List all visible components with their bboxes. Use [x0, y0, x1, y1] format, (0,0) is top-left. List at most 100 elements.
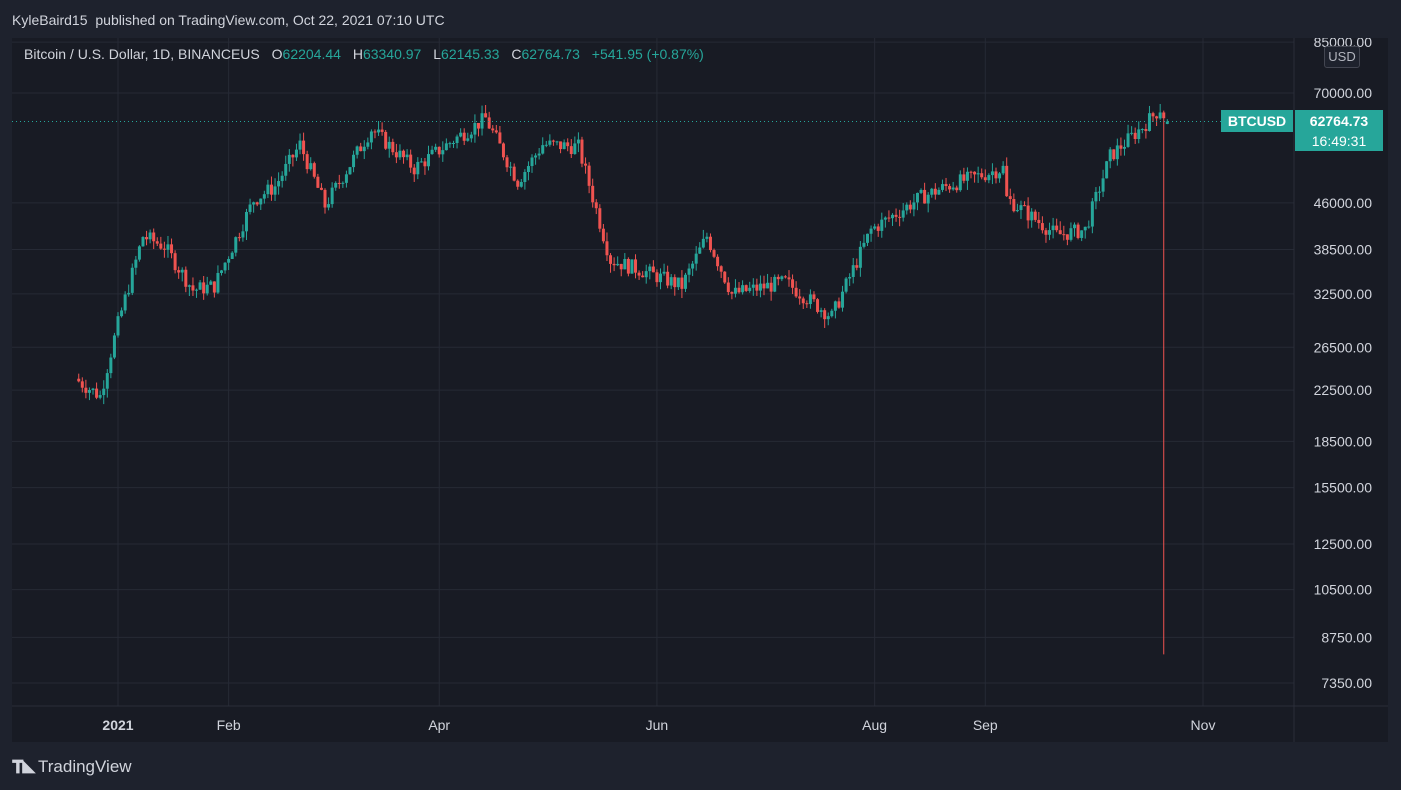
candle-body — [951, 187, 955, 190]
candle-body — [509, 166, 513, 168]
open-value: 62204.44 — [282, 46, 341, 62]
candle-body — [269, 184, 273, 195]
candle-body — [1037, 219, 1041, 224]
candle-body — [252, 202, 256, 205]
candle-body — [455, 136, 459, 144]
y-tick-label: 18500.00 — [1314, 433, 1373, 449]
candle-body — [180, 269, 184, 273]
candle-body — [769, 282, 773, 292]
y-tick-label: 12500.00 — [1314, 536, 1373, 552]
candle-body — [127, 292, 131, 295]
candle-body — [473, 123, 477, 135]
x-tick-label: Jun — [646, 717, 669, 733]
candle-body — [466, 138, 470, 141]
currency-button[interactable]: USD — [1324, 46, 1360, 68]
candle-body — [223, 262, 227, 271]
candle-body — [1033, 211, 1037, 220]
candle-body — [1008, 196, 1012, 199]
candle-body — [1108, 149, 1112, 162]
candle-body — [1140, 129, 1144, 131]
candle-body — [391, 141, 395, 153]
candle-body — [976, 173, 980, 175]
candle-body — [380, 129, 384, 132]
candle-body — [519, 182, 523, 187]
candle-body — [890, 214, 894, 219]
candle-body — [1019, 205, 1023, 211]
candle-body — [1112, 149, 1116, 160]
candle-body — [423, 161, 427, 167]
candle-body — [437, 146, 441, 155]
symbol-description[interactable]: Bitcoin / U.S. Dollar, 1D, BINANCEUS — [24, 46, 260, 62]
candle-body — [719, 266, 723, 272]
candle-body — [737, 287, 741, 293]
candle-body — [145, 237, 149, 240]
tradingview-logo[interactable]: 𝐓◣ TradingView — [12, 757, 132, 777]
candle-body — [1044, 230, 1048, 235]
candle-body — [1005, 165, 1009, 197]
candle-body — [173, 253, 177, 271]
publish-text: published on TradingView.com, Oct 22, 20… — [95, 12, 445, 28]
candle-body — [776, 276, 780, 280]
candle-body — [683, 274, 687, 289]
candle-body — [202, 282, 206, 294]
candle-body — [594, 202, 598, 209]
tradingview-logo-icon: 𝐓◣ — [12, 756, 36, 777]
author-name[interactable]: KyleBaird15 — [12, 12, 88, 28]
candle-body — [220, 270, 224, 273]
candle-body — [830, 310, 834, 317]
candle-body — [387, 141, 391, 149]
candle-body — [587, 165, 591, 186]
candle-body — [448, 143, 452, 145]
candle-body — [1115, 145, 1119, 160]
candle-body — [919, 189, 923, 193]
candle-body — [630, 259, 634, 274]
candle-body — [723, 271, 727, 283]
candle-body — [291, 154, 295, 158]
candle-body — [616, 263, 620, 266]
candle-body — [1158, 112, 1162, 119]
candle-body — [980, 173, 984, 178]
candle-body — [559, 141, 563, 150]
candle-body — [1001, 165, 1005, 174]
candle-body — [1069, 228, 1073, 240]
candle-body — [716, 256, 720, 267]
candle-body — [626, 258, 630, 274]
candle-body — [1147, 113, 1151, 131]
candle-body — [883, 217, 887, 220]
candle-body — [687, 268, 691, 275]
change-value: +541.95 (+0.87%) — [591, 46, 704, 62]
candle-body — [487, 117, 491, 129]
candlestick-chart[interactable]: 85000.0070000.0046000.0038500.0032500.00… — [12, 38, 1388, 742]
candle-body — [195, 289, 199, 291]
candle-body — [794, 287, 798, 297]
candle-body — [937, 189, 941, 195]
candle-body — [341, 182, 345, 184]
candle-body — [887, 217, 891, 219]
candle-body — [773, 276, 777, 292]
candle-body — [244, 211, 248, 232]
candle-body — [566, 142, 570, 147]
candle-body — [98, 395, 102, 398]
candle-body — [212, 281, 216, 293]
candle-body — [280, 175, 284, 182]
candle-body — [965, 171, 969, 181]
candle-body — [541, 145, 545, 154]
candle-body — [95, 388, 99, 398]
candle-body — [609, 255, 613, 264]
candle-body — [930, 188, 934, 195]
candle-body — [337, 182, 341, 184]
candle-body — [505, 157, 509, 168]
x-tick-label: Nov — [1191, 717, 1216, 733]
candle-body — [605, 241, 609, 256]
candle-body — [612, 263, 616, 266]
candle-body — [534, 155, 538, 158]
candle-body — [869, 228, 873, 234]
candle-body — [691, 263, 695, 269]
candle-body — [198, 282, 202, 290]
candle-body — [823, 310, 827, 320]
candle-body — [112, 335, 116, 358]
candle-body — [933, 188, 937, 195]
candle-body — [409, 154, 413, 168]
candle-body — [1105, 161, 1109, 179]
candle-body — [990, 171, 994, 176]
